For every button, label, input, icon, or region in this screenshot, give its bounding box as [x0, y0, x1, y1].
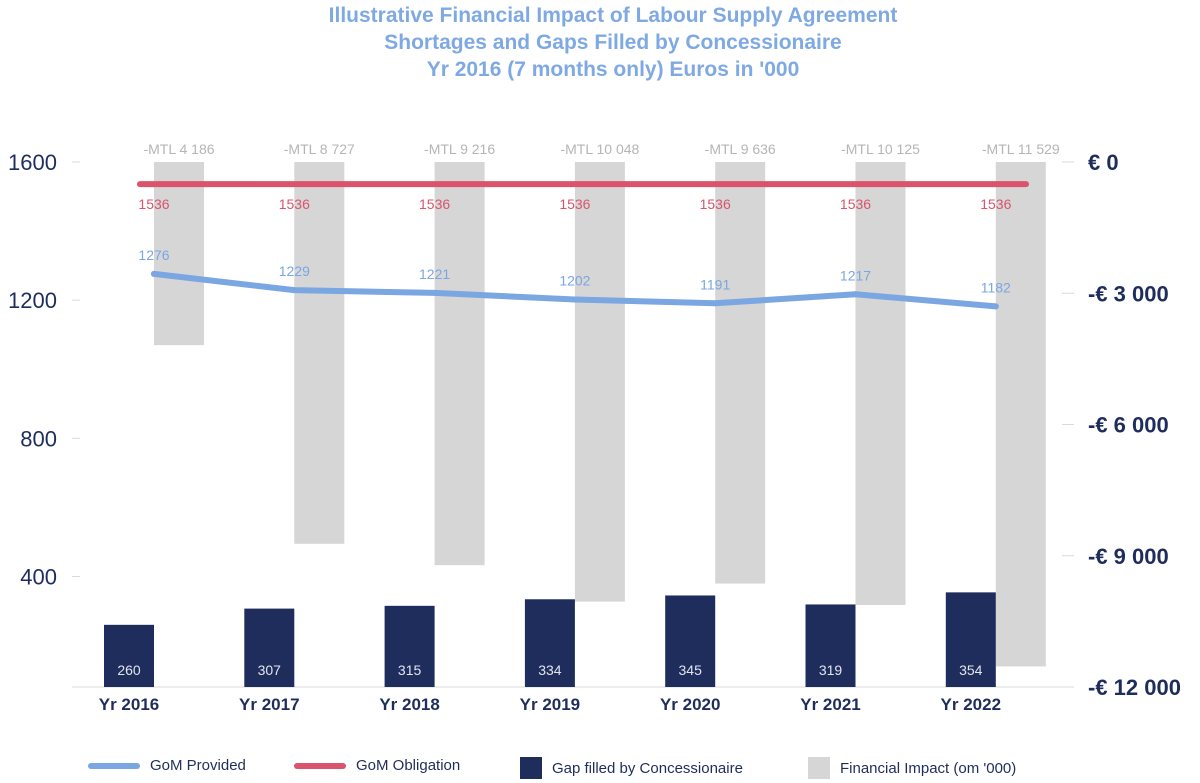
- impact-bar: [294, 162, 345, 544]
- gom-obligation-data-label: 1536: [559, 196, 590, 212]
- right-axis-tick-label: -€ 9 000: [1088, 544, 1169, 569]
- impact-data-label: -MTL 9 636: [705, 141, 776, 157]
- chart-plot: 400 800 1200 1600 € 0 -€ 3 000 -€ 6 000 -€ 9 00…: [8, 141, 1181, 714]
- left-axis-tick-label: 1600: [8, 150, 57, 175]
- gom-provided-data-label: 1221: [419, 266, 450, 282]
- legend-swatch-gom-obligation: [294, 762, 346, 769]
- x-axis-category-label: Yr 2019: [520, 695, 581, 714]
- gom-provided-data-label: 1217: [840, 267, 871, 283]
- left-axis-tick-label: 400: [20, 564, 57, 589]
- gom-provided-point: [571, 296, 578, 303]
- x-axis-category-label: Yr 2016: [99, 695, 160, 714]
- gap-data-label: 354: [959, 662, 983, 678]
- x-axis-category-label: Yr 2022: [941, 695, 1002, 714]
- x-axis-category-label: Yr 2021: [800, 695, 861, 714]
- gom-provided-point: [431, 289, 438, 296]
- gom-provided-point: [992, 303, 999, 310]
- impact-data-label: -MTL 8 727: [284, 141, 355, 157]
- x-axis-category-label: Yr 2017: [239, 695, 300, 714]
- x-axis-category-label: Yr 2018: [379, 695, 440, 714]
- gap-bar: [665, 595, 716, 687]
- impact-data-label: -MTL 11 529: [982, 141, 1060, 157]
- gap-bar: [945, 592, 996, 687]
- gap-bar: [524, 599, 575, 687]
- legend-label-gom-provided: GoM Provided: [150, 757, 246, 774]
- gap-bar: [244, 608, 295, 687]
- gap-data-label: 319: [819, 662, 843, 678]
- chart-legend: GoM Provided GoM Obligation Gap filled b…: [0, 757, 1200, 783]
- gom-obligation-data-label: 1536: [419, 196, 450, 212]
- gom-obligation-data-label: 1536: [980, 196, 1011, 212]
- x-axis-category-label: Yr 2020: [660, 695, 721, 714]
- title-line-2: Shortages and Gaps Filled by Concessiona…: [384, 31, 842, 54]
- impact-data-label: -MTL 9 216: [424, 141, 495, 157]
- gom-provided-point: [712, 300, 719, 307]
- legend-label-gap: Gap filled by Concessionaire: [552, 759, 743, 777]
- left-axis-tick-label: 800: [20, 426, 57, 451]
- gom-obligation-data-label: 1536: [279, 196, 310, 212]
- right-axis-tick-label: -€ 12 000: [1088, 675, 1181, 700]
- impact-data-label: -MTL 10 048: [560, 141, 639, 157]
- legend-swatch-gom-provided: [88, 762, 140, 769]
- legend-item-impact: Financial Impact (om '000): [808, 757, 1016, 779]
- right-axis-tick-label: -€ 3 000: [1088, 281, 1169, 306]
- gom-provided-data-label: 1276: [138, 247, 169, 263]
- gom-provided-data-label: 1229: [279, 263, 310, 279]
- gom-obligation-data-label: 1536: [138, 196, 169, 212]
- gom-obligation-data-label: 1536: [700, 196, 731, 212]
- legend-item-gap: Gap filled by Concessionaire: [520, 757, 743, 779]
- gom-provided-data-label: 1202: [559, 272, 590, 288]
- impact-bar: [154, 162, 204, 346]
- gom-provided-data-label: 1191: [700, 276, 730, 292]
- right-axis-tick-label: € 0: [1088, 150, 1119, 175]
- impact-bar: [574, 162, 625, 602]
- legend-label-gom-obligation: GoM Obligation: [356, 757, 461, 774]
- legend-item-gom-provided: GoM Provided: [88, 757, 246, 774]
- gap-data-label: 307: [258, 662, 282, 678]
- gom-provided-point: [852, 291, 859, 298]
- title-line-1: Illustrative Financial Impact of Labour …: [328, 4, 898, 27]
- impact-data-label: -MTL 4 186: [143, 141, 214, 157]
- gap-bar: [384, 605, 435, 687]
- gap-data-label: 345: [679, 662, 703, 678]
- gom-obligation-data-label: 1536: [840, 196, 871, 212]
- gap-bar: [104, 624, 154, 687]
- gom-provided-point: [291, 287, 298, 294]
- gap-bar: [805, 604, 856, 687]
- gap-data-label: 315: [398, 662, 422, 678]
- right-axis-tick-label: -€ 6 000: [1088, 413, 1169, 438]
- legend-label-impact: Financial Impact (om '000): [840, 759, 1017, 777]
- impact-bar: [434, 162, 485, 566]
- impact-bar: [855, 162, 906, 605]
- gom-provided-point: [151, 270, 157, 277]
- legend-swatch-gap: [520, 757, 542, 779]
- legend-item-gom-obligation: GoM Obligation: [294, 757, 460, 774]
- impact-bar: [715, 162, 766, 584]
- gap-data-label: 260: [117, 662, 141, 678]
- gom-provided-data-label: 1182: [981, 279, 1011, 295]
- title-line-3: Yr 2016 (7 months only) Euros in '000: [426, 58, 800, 81]
- left-axis-tick-label: 1200: [8, 288, 57, 313]
- legend-swatch-impact: [808, 757, 830, 779]
- impact-data-label: -MTL 10 125: [841, 141, 920, 157]
- chart-title: Illustrative Financial Impact of Labour …: [0, 2, 1200, 83]
- impact-bar: [995, 162, 1046, 667]
- gap-data-label: 334: [538, 662, 562, 678]
